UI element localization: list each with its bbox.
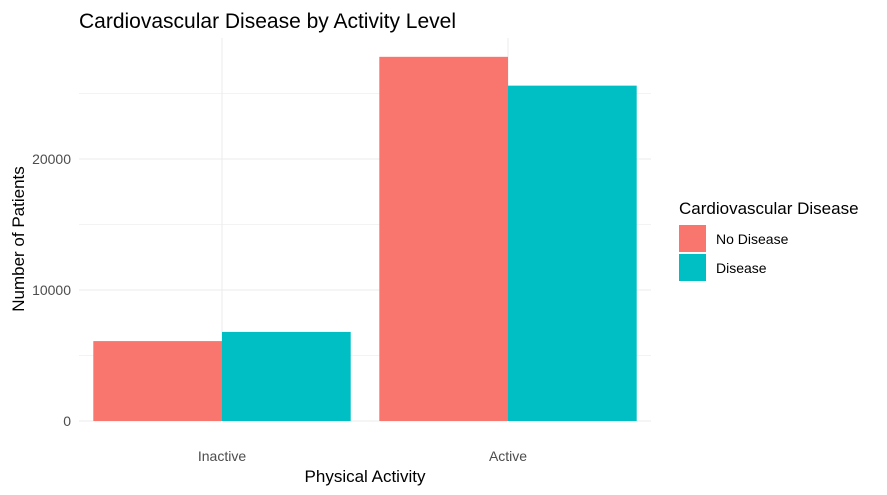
y-tick-label: 0 xyxy=(63,413,71,429)
bar-active-disease xyxy=(508,85,637,421)
legend-items: No Disease Disease xyxy=(679,225,789,281)
bar-inactive-disease xyxy=(222,331,351,421)
y-tick-label: 20000 xyxy=(32,151,71,167)
bar-active-no-disease xyxy=(379,56,508,421)
x-axis-title: Physical Activity xyxy=(305,467,426,486)
bar-inactive-no-disease xyxy=(93,341,222,421)
chart-title: Cardiovascular Disease by Activity Level xyxy=(79,10,456,33)
legend-label: Disease xyxy=(716,260,767,276)
y-tick-label: 10000 xyxy=(32,282,71,298)
legend-label: No Disease xyxy=(716,231,789,247)
x-tick-label: Active xyxy=(489,448,527,464)
bars xyxy=(93,56,637,421)
y-axis-ticks: 0 10000 20000 xyxy=(32,151,71,429)
legend-title: Cardiovascular Disease xyxy=(679,199,859,218)
legend: Cardiovascular Disease No Disease Disease xyxy=(679,199,859,281)
y-axis-title: Number of Patients xyxy=(9,166,28,312)
x-tick-label: Inactive xyxy=(198,448,246,464)
legend-key-disease xyxy=(679,254,706,281)
legend-key-no-disease xyxy=(679,225,706,252)
x-axis-ticks: Inactive Active xyxy=(198,448,527,464)
